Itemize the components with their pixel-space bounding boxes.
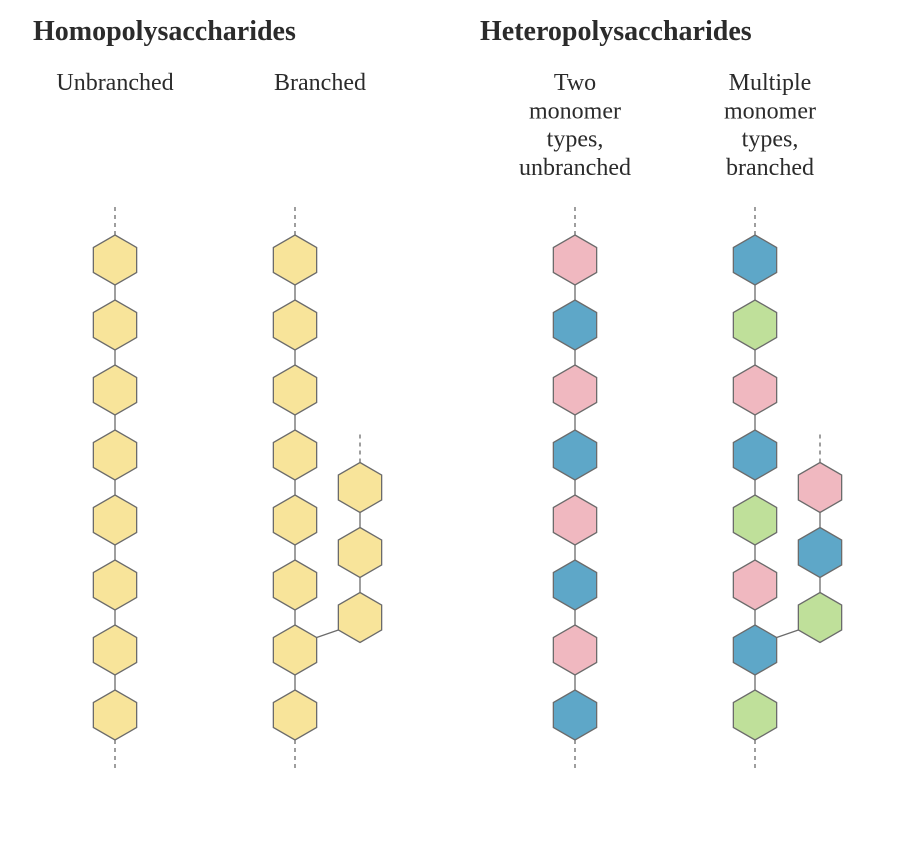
sublabel-two-monomer: monomer: [529, 98, 621, 124]
sublabel-multi-monomer: types,: [742, 127, 799, 153]
polysaccharide-diagram: Homopolysaccharides Heteropolysaccharides…: [0, 0, 901, 852]
heading-hetero: Heteropolysaccharides: [480, 16, 752, 47]
sublabel-multi-monomer: monomer: [724, 98, 816, 124]
sublabel-unbranched: Unbranched: [56, 70, 173, 96]
sublabel-multi-monomer: branched: [726, 155, 814, 181]
sublabel-multi-monomer: Multiple: [729, 70, 812, 96]
sublabel-two-monomer: unbranched: [519, 155, 631, 181]
sublabel-branched: Branched: [274, 70, 366, 96]
sublabel-two-monomer: Two: [554, 70, 596, 96]
sublabel-two-monomer: types,: [547, 127, 604, 153]
heading-homo: Homopolysaccharides: [33, 16, 296, 47]
